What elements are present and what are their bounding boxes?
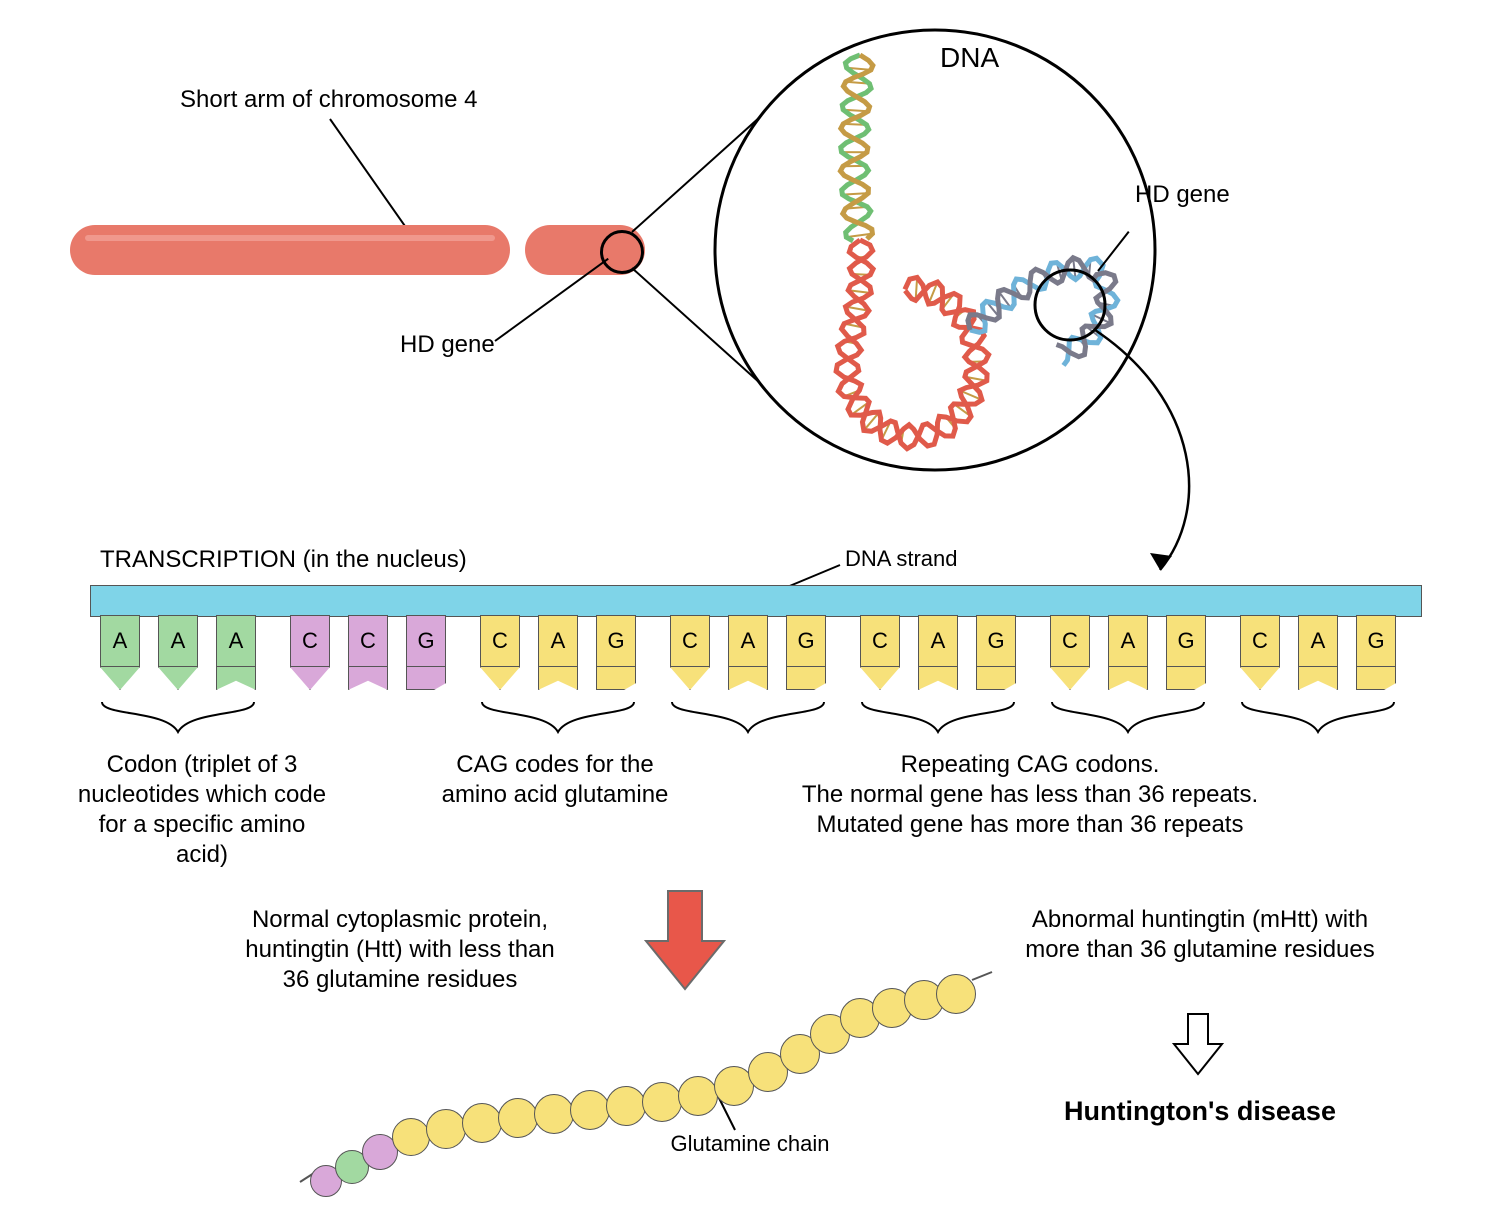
residue-bead xyxy=(426,1109,466,1149)
residue-bead xyxy=(462,1103,502,1143)
label-hd-gene-zoom: HD gene xyxy=(1135,180,1230,210)
residue-bead xyxy=(498,1098,538,1138)
nucleotide-G: G xyxy=(406,615,446,690)
label-short-arm: Short arm of chromosome 4 xyxy=(180,85,477,115)
label-abnormal-htt: Abnormal huntingtin (mHtt) with more tha… xyxy=(1010,905,1390,965)
label-normal-htt: Normal cytoplasmic protein, huntingtin (… xyxy=(235,905,565,995)
label-dna: DNA xyxy=(940,40,999,75)
nucleotide-C: C xyxy=(860,615,900,690)
nucleotide-G: G xyxy=(786,615,826,690)
label-hd-gene-chromosome: HD gene xyxy=(400,330,495,360)
label-transcription: TRANSCRIPTION (in the nucleus) xyxy=(100,545,467,575)
label-repeat-text: Repeating CAG codons. The normal gene ha… xyxy=(760,750,1300,840)
nucleotide-C: C xyxy=(348,615,388,690)
label-codon-text: Codon (triplet of 3 nucleotides which co… xyxy=(72,750,332,870)
down-arrow-icon xyxy=(640,885,730,995)
codon-brace xyxy=(670,700,826,736)
nucleotide-A: A xyxy=(918,615,958,690)
nucleotide-G: G xyxy=(1356,615,1396,690)
nucleotide-C: C xyxy=(670,615,710,690)
nucleotide-G: G xyxy=(1166,615,1206,690)
outline-down-arrow-icon xyxy=(1168,1010,1228,1080)
nucleotide-A: A xyxy=(1108,615,1148,690)
codon-brace xyxy=(480,700,636,736)
chromosome-long-arm xyxy=(70,225,510,275)
codon-brace xyxy=(1240,700,1396,736)
nucleotide-C: C xyxy=(290,615,330,690)
residue-bead xyxy=(606,1086,646,1126)
label-cag-text: CAG codes for the amino acid glutamine xyxy=(440,750,670,810)
nucleotide-G: G xyxy=(976,615,1016,690)
residue-bead xyxy=(392,1118,430,1156)
nucleotide-C: C xyxy=(1240,615,1280,690)
residue-bead xyxy=(678,1076,718,1116)
chromosome-highlight xyxy=(85,235,495,241)
label-glutamine-chain: Glutamine chain xyxy=(640,1130,860,1158)
nucleotide-G: G xyxy=(596,615,636,690)
residue-bead xyxy=(642,1082,682,1122)
codon-brace xyxy=(860,700,1016,736)
nucleotide-A: A xyxy=(158,615,198,690)
nucleotide-C: C xyxy=(480,615,520,690)
nucleotide-A: A xyxy=(1298,615,1338,690)
hd-gene-marker-ring xyxy=(600,230,644,274)
codon-brace xyxy=(1050,700,1206,736)
nucleotide-A: A xyxy=(728,615,768,690)
nucleotide-A: A xyxy=(538,615,578,690)
nucleotide-A: A xyxy=(100,615,140,690)
residue-bead xyxy=(534,1094,574,1134)
nucleotide-A: A xyxy=(216,615,256,690)
nucleotide-C: C xyxy=(1050,615,1090,690)
leader-hd-gene-zoom xyxy=(1097,231,1129,272)
label-dna-strand: DNA strand xyxy=(845,545,958,573)
residue-bead xyxy=(936,974,976,1014)
codon-brace xyxy=(100,700,256,736)
residue-bead xyxy=(570,1090,610,1130)
label-disease: Huntington's disease xyxy=(1030,1095,1370,1129)
dna-strand-bar xyxy=(90,585,1422,617)
leader-short-arm xyxy=(329,118,408,230)
